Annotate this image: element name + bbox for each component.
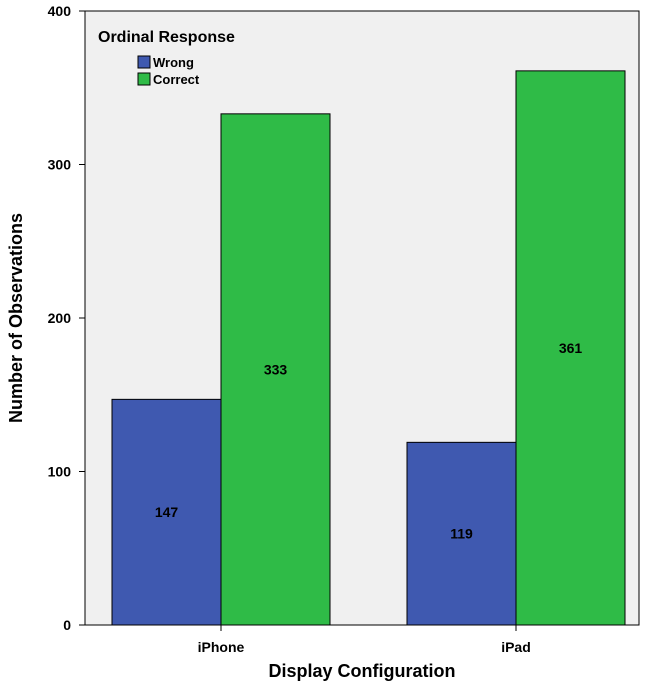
y-tick-label: 300 bbox=[48, 157, 72, 173]
bar-value-label: 333 bbox=[264, 361, 288, 377]
x-axis: iPhone iPad bbox=[198, 625, 531, 655]
y-axis: 0 100 200 300 400 bbox=[48, 3, 85, 633]
bar-correct-iphone bbox=[220, 113, 331, 626]
bar-correct-ipad bbox=[515, 70, 626, 626]
legend-swatch-correct bbox=[137, 72, 151, 86]
y-axis-title: Number of Observations bbox=[6, 213, 26, 423]
legend: Ordinal Response Wrong Correct bbox=[98, 29, 235, 87]
bar-value-label: 119 bbox=[450, 526, 473, 542]
y-tick-label: 400 bbox=[48, 3, 72, 19]
legend-swatch-wrong bbox=[137, 55, 151, 69]
bar-labels: 147 333 119 361 bbox=[155, 340, 583, 542]
bars bbox=[111, 70, 626, 626]
x-tick-label: iPhone bbox=[198, 639, 245, 655]
x-axis-title: Display Configuration bbox=[268, 661, 455, 681]
legend-title: Ordinal Response bbox=[98, 29, 235, 46]
bar-value-label: 361 bbox=[559, 340, 583, 356]
legend-label-wrong: Wrong bbox=[153, 55, 194, 70]
x-tick-label: iPad bbox=[501, 639, 531, 655]
bar-wrong-ipad bbox=[406, 441, 517, 626]
y-tick-label: 100 bbox=[48, 464, 72, 480]
bar-wrong-iphone bbox=[111, 398, 222, 626]
legend-label-correct: Correct bbox=[153, 72, 200, 87]
y-tick-label: 200 bbox=[48, 310, 72, 326]
bar-value-label: 147 bbox=[155, 504, 179, 520]
y-tick-label: 0 bbox=[63, 617, 71, 633]
